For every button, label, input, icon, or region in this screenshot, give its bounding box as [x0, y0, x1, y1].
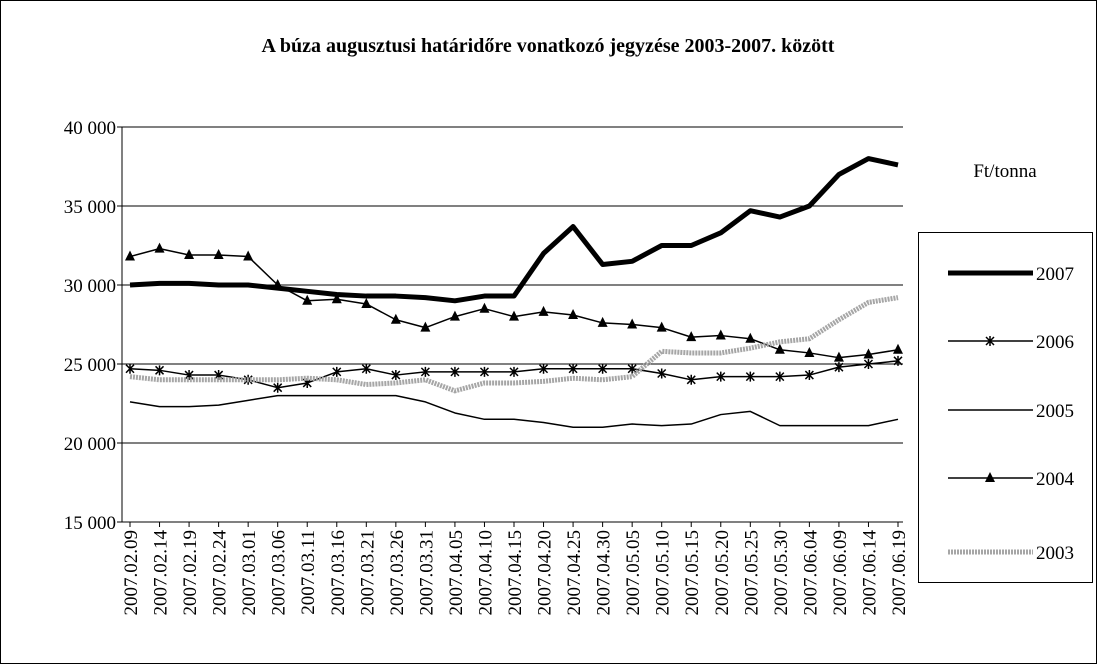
- point-marker: [361, 363, 371, 374]
- x-tick-label: 2007.02.09: [121, 530, 142, 616]
- x-tick-label: 2007.03.26: [387, 530, 408, 616]
- legend-label: 2005: [1036, 401, 1074, 422]
- x-tick-label: 2007.05.20: [712, 530, 733, 616]
- point-marker: [539, 363, 549, 374]
- x-tick-label: 2007.04.25: [564, 530, 585, 616]
- point-marker: [745, 371, 755, 382]
- point-marker: [686, 374, 696, 385]
- legend-label: 2004: [1036, 469, 1075, 490]
- point-marker: [834, 362, 844, 373]
- point-marker: [449, 310, 460, 321]
- x-tick-label: 2007.03.06: [269, 530, 290, 616]
- point-marker: [686, 331, 697, 342]
- y-tick-label: 15 000: [64, 513, 116, 534]
- x-tick-label: 2007.05.15: [682, 530, 703, 616]
- x-tick-label: 2007.04.10: [475, 530, 496, 616]
- x-tick-label: 2007.03.01: [239, 530, 260, 616]
- point-marker: [538, 305, 549, 316]
- point-marker: [863, 348, 874, 359]
- point-marker: [985, 472, 995, 482]
- point-marker: [450, 366, 460, 377]
- point-marker: [332, 366, 342, 377]
- point-marker: [568, 309, 579, 320]
- point-marker: [509, 366, 519, 377]
- point-marker: [361, 297, 372, 308]
- x-tick-label: 2007.06.14: [859, 530, 880, 616]
- x-tick-label: 2007.04.20: [535, 530, 556, 616]
- point-marker: [715, 329, 726, 340]
- x-tick-label: 2007.04.05: [446, 530, 467, 616]
- x-tick-label: 2007.02.14: [151, 530, 172, 616]
- y-tick-label: 25 000: [64, 355, 116, 376]
- x-tick-label: 2007.06.04: [800, 530, 821, 616]
- series-line: [129, 156, 899, 304]
- x-tick-label: 2007.02.19: [180, 530, 201, 616]
- point-marker: [154, 242, 165, 253]
- point-marker: [893, 355, 903, 366]
- legend-box: [918, 232, 1093, 583]
- x-tick-label: 2007.04.30: [594, 530, 615, 616]
- point-marker: [598, 363, 608, 374]
- point-marker: [479, 302, 490, 313]
- point-marker: [420, 321, 431, 332]
- point-marker: [597, 316, 608, 327]
- point-marker: [213, 248, 224, 259]
- point-marker: [272, 279, 283, 289]
- x-tick-label: 2007.05.30: [771, 530, 792, 616]
- point-marker: [125, 363, 135, 374]
- chart-title: A búza augusztusi határidőre vonatkozó j…: [262, 35, 835, 57]
- point-marker: [745, 332, 756, 343]
- point-marker: [331, 293, 342, 304]
- point-marker: [804, 370, 814, 381]
- x-tick-label: 2007.05.10: [653, 530, 674, 616]
- point-marker: [509, 310, 519, 321]
- x-tick-label: 2007.02.24: [210, 530, 231, 616]
- legend-label: 2006: [1036, 332, 1074, 353]
- x-tick-label: 2007.05.05: [623, 530, 644, 616]
- x-tick-label: 2007.03.31: [416, 530, 437, 616]
- x-tick-label: 2007.03.16: [328, 530, 349, 616]
- point-marker: [243, 250, 254, 261]
- point-marker: [893, 343, 903, 354]
- point-marker: [273, 382, 283, 393]
- y-tick-label: 35 000: [64, 197, 116, 218]
- x-tick-label: 2007.03.11: [298, 530, 319, 615]
- x-tick-label: 2007.06.09: [830, 530, 851, 616]
- y-tick-label: 20 000: [64, 434, 116, 455]
- y-axis-label: Ft/tonna: [973, 161, 1037, 182]
- point-marker: [420, 366, 430, 377]
- point-marker: [863, 359, 873, 369]
- y-tick-label: 30 000: [64, 276, 116, 297]
- point-marker: [774, 343, 785, 354]
- point-marker: [656, 321, 667, 332]
- point-marker: [833, 351, 844, 362]
- legend-label: 2003: [1036, 543, 1074, 564]
- point-marker: [302, 294, 313, 305]
- point-marker: [775, 371, 785, 382]
- y-tick-label: 40 000: [64, 118, 116, 139]
- x-tick-label: 2007.03.21: [357, 530, 378, 616]
- point-marker: [716, 371, 726, 382]
- point-marker: [627, 318, 638, 329]
- point-marker: [390, 313, 401, 324]
- point-marker: [804, 346, 815, 357]
- x-tick-label: 2007.05.25: [741, 530, 762, 616]
- x-tick-label: 2007.06.19: [889, 530, 910, 616]
- point-marker: [657, 368, 667, 379]
- legend-label: 2007: [1036, 264, 1074, 285]
- point-marker: [155, 365, 165, 376]
- point-marker: [184, 248, 195, 259]
- x-tick-label: 2007.04.15: [505, 530, 526, 616]
- point-marker: [479, 366, 489, 377]
- point-marker: [985, 336, 995, 346]
- series-line: [129, 394, 899, 428]
- point-marker: [391, 370, 401, 381]
- point-marker: [568, 363, 578, 374]
- series-line: [129, 295, 899, 394]
- point-marker: [125, 250, 135, 261]
